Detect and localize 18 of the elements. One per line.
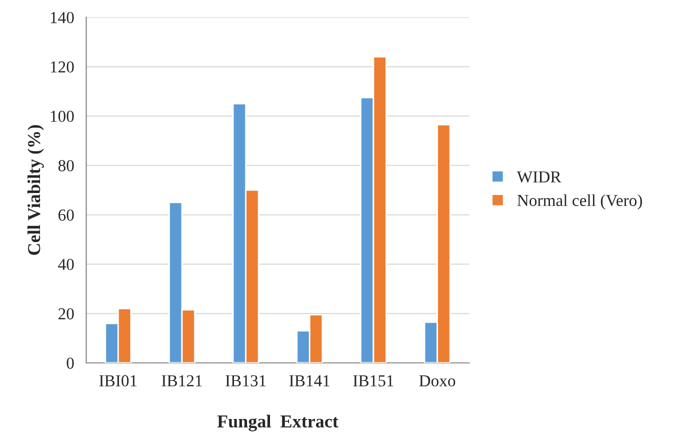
y-axis-title: Cell Viabilty (%) [27, 125, 44, 255]
y-tick-label: 60 [58, 209, 74, 221]
y-tick-label: 0 [66, 358, 74, 369]
y-tick-label: 100 [50, 110, 74, 122]
x-axis-title: Fungal Extract [217, 414, 338, 432]
x-tick-label: IB151 [353, 375, 394, 386]
x-tick-label: IB121 [162, 375, 202, 386]
y-tick-label: 120 [50, 61, 74, 73]
legend-label: WIDR [516, 171, 562, 183]
y-tick-label: 80 [58, 160, 74, 172]
legend-label: Normal cell (Vero) [517, 194, 642, 210]
y-tick-label: 140 [50, 12, 74, 24]
x-tick-label: IBI01 [99, 375, 137, 386]
x-tick-label: IB131 [226, 375, 266, 386]
x-tick-label: IB141 [289, 375, 330, 386]
x-tick-label: Doxo [419, 375, 456, 386]
y-tick-label: 20 [58, 308, 74, 320]
y-tick-label: 40 [58, 258, 74, 270]
